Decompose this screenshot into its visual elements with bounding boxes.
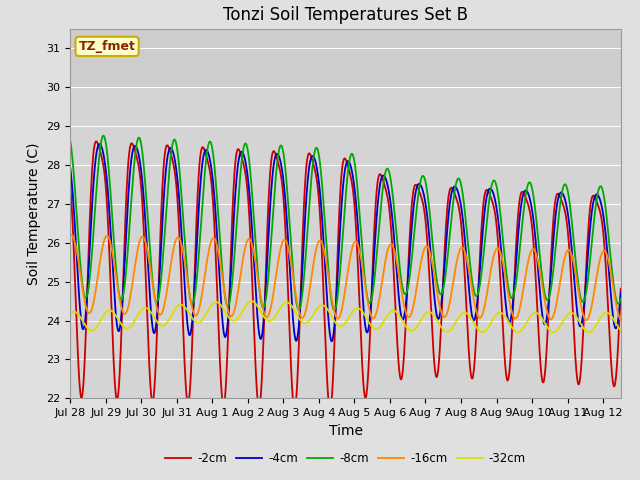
Bar (70, 29, 621, 87)
-32cm (67, 311, 74, 317)
Line: -32cm: -32cm (70, 301, 621, 332)
-4cm (96, 141, 104, 147)
-32cm (483, 326, 491, 332)
-8cm (99, 133, 107, 139)
-16cm (226, 312, 234, 317)
X-axis label: Time: Time (328, 424, 363, 438)
Text: TZ_fmet: TZ_fmet (79, 40, 136, 53)
-32cm (176, 302, 184, 308)
-16cm (68, 232, 76, 238)
-4cm (484, 190, 492, 196)
Legend: -2cm, -4cm, -8cm, -16cm, -32cm: -2cm, -4cm, -8cm, -16cm, -32cm (161, 448, 531, 470)
-4cm (166, 146, 173, 152)
-4cm (176, 206, 184, 212)
-2cm (67, 184, 74, 190)
-32cm (248, 298, 255, 304)
-2cm (326, 407, 333, 412)
-4cm (545, 300, 552, 305)
-8cm (330, 307, 338, 313)
-4cm (67, 166, 74, 172)
-8cm (484, 212, 492, 217)
-32cm (276, 307, 284, 312)
-2cm (617, 286, 625, 292)
-32cm (165, 316, 173, 322)
-2cm (276, 166, 284, 171)
-8cm (276, 145, 284, 151)
-16cm (545, 313, 552, 319)
-2cm (176, 244, 184, 250)
Title: Tonzi Soil Temperatures Set B: Tonzi Soil Temperatures Set B (223, 6, 468, 24)
Line: -2cm: -2cm (70, 142, 621, 409)
-4cm (226, 295, 234, 300)
-16cm (483, 289, 491, 295)
-16cm (166, 270, 173, 276)
Y-axis label: Soil Temperature (C): Soil Temperature (C) (27, 143, 41, 285)
-32cm (617, 327, 625, 333)
-4cm (276, 155, 284, 161)
-2cm (484, 187, 492, 193)
-8cm (617, 296, 625, 301)
-32cm (585, 329, 593, 335)
-16cm (67, 233, 74, 239)
-8cm (67, 139, 74, 144)
-2cm (545, 307, 552, 313)
-4cm (328, 338, 335, 344)
-8cm (226, 299, 234, 304)
Line: -4cm: -4cm (70, 144, 621, 341)
-32cm (545, 326, 552, 332)
-4cm (617, 289, 625, 295)
-2cm (226, 289, 234, 295)
-8cm (176, 173, 184, 179)
-2cm (92, 139, 100, 144)
-16cm (276, 251, 284, 257)
-8cm (166, 165, 173, 170)
-2cm (166, 147, 173, 153)
-16cm (617, 317, 625, 323)
-8cm (545, 296, 552, 301)
-32cm (225, 315, 233, 321)
Line: -16cm: -16cm (70, 235, 621, 320)
Line: -8cm: -8cm (70, 136, 621, 310)
-16cm (176, 237, 184, 242)
